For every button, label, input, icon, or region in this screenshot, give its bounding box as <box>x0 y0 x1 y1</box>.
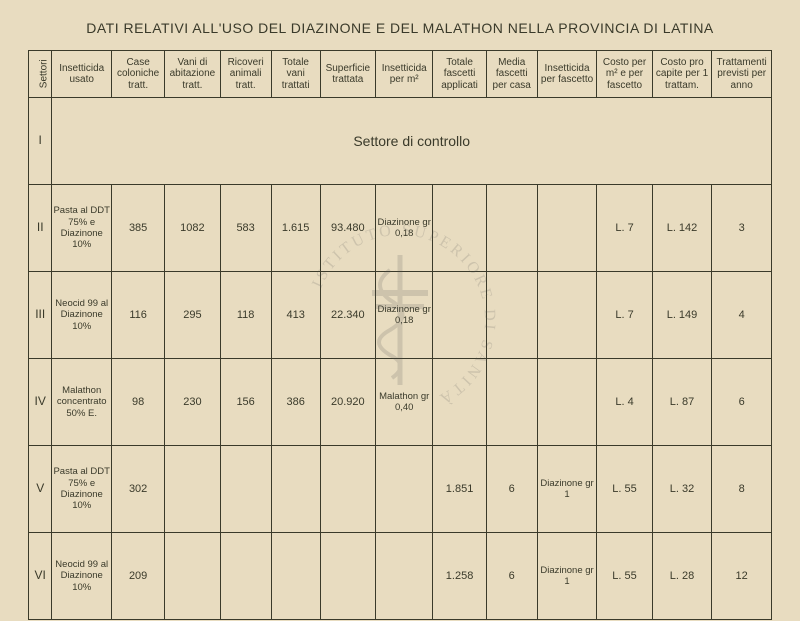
cell-vani <box>165 533 220 620</box>
col-insetticida: Insetticida usato <box>52 51 112 98</box>
cell-superficie <box>320 533 375 620</box>
col-ins-fascetto: Insetticida per fascetto <box>537 51 597 98</box>
cell-costo_m2: L. 7 <box>597 272 652 359</box>
cell-trattamenti: 4 <box>712 272 772 359</box>
cell-case: 116 <box>112 272 165 359</box>
cell-vani: 295 <box>165 272 220 359</box>
cell-insetticida: Neocid 99 al Diazinone 10% <box>52 272 112 359</box>
table-row: IIPasta al DDT 75% e Diazinone 10%385108… <box>29 185 772 272</box>
cell-insetticida: Pasta al DDT 75% e Diazinone 10% <box>52 185 112 272</box>
cell-media_fascetti <box>486 185 537 272</box>
cell-sector: I <box>29 98 52 185</box>
col-settori: Settori <box>29 51 52 98</box>
cell-tot_fascetti <box>433 185 486 272</box>
cell-insetticida: Neocid 99 al Diazinone 10% <box>52 533 112 620</box>
cell-case: 385 <box>112 185 165 272</box>
page-title: DATI RELATIVI ALL'USO DEL DIAZINONE E DE… <box>28 20 772 36</box>
cell-ins_fascetto <box>537 185 597 272</box>
cell-tot_fascetti <box>433 272 486 359</box>
cell-totale_vani <box>271 446 320 533</box>
table-row: VINeocid 99 al Diazinone 10%209 1.2586Dia… <box>29 533 772 620</box>
cell-media_fascetti: 6 <box>486 533 537 620</box>
col-ins-m2: Insetticida per m² <box>375 51 432 98</box>
cell-costo_capite: L. 149 <box>652 272 712 359</box>
cell-ricoveri: 583 <box>220 185 271 272</box>
col-ricoveri: Ricoveri animali tratt. <box>220 51 271 98</box>
table-row: ISettore di controllo <box>29 98 772 185</box>
cell-ins_m2: Diazinone gr 0,18 <box>375 272 432 359</box>
table-header-row: Settori Insetticida usato Case coloniche… <box>29 51 772 98</box>
table-row: IVMalathon concentrato 50% E.98230156386… <box>29 359 772 446</box>
col-costo-capite: Costo pro capite per 1 trattam. <box>652 51 712 98</box>
cell-vani: 1082 <box>165 185 220 272</box>
cell-trattamenti: 3 <box>712 185 772 272</box>
cell-vani <box>165 446 220 533</box>
col-media-fascetti: Media fascetti per casa <box>486 51 537 98</box>
cell-media_fascetti <box>486 359 537 446</box>
data-table: Settori Insetticida usato Case coloniche… <box>28 50 772 620</box>
table-row: IIINeocid 99 al Diazinone 10%11629511841… <box>29 272 772 359</box>
cell-costo_m2: L. 4 <box>597 359 652 446</box>
cell-case: 98 <box>112 359 165 446</box>
cell-ins_fascetto: Diazinone gr 1 <box>537 533 597 620</box>
cell-ins_fascetto <box>537 359 597 446</box>
cell-ins_m2: Diazinone gr 0,18 <box>375 185 432 272</box>
cell-sector: V <box>29 446 52 533</box>
cell-media_fascetti <box>486 272 537 359</box>
cell-case: 209 <box>112 533 165 620</box>
col-costo-m2: Costo per m² e per fascetto <box>597 51 652 98</box>
cell-costo_capite: L. 32 <box>652 446 712 533</box>
cell-insetticida: Pasta al DDT 75% e Diazinone 10% <box>52 446 112 533</box>
col-tot-fascetti: Totale fascetti applicati <box>433 51 486 98</box>
cell-costo_m2: L. 55 <box>597 533 652 620</box>
cell-totale_vani <box>271 533 320 620</box>
cell-superficie: 22.340 <box>320 272 375 359</box>
cell-sector: II <box>29 185 52 272</box>
cell-superficie <box>320 446 375 533</box>
cell-tot_fascetti: 1.258 <box>433 533 486 620</box>
cell-sector: IV <box>29 359 52 446</box>
cell-ins_fascetto: Diazinone gr 1 <box>537 446 597 533</box>
cell-ins_m2: Malathon gr 0,40 <box>375 359 432 446</box>
table-row: VPasta al DDT 75% e Diazinone 10%302 1.85… <box>29 446 772 533</box>
cell-costo_capite: L. 87 <box>652 359 712 446</box>
cell-costo_m2: L. 7 <box>597 185 652 272</box>
cell-costo_capite: L. 142 <box>652 185 712 272</box>
cell-vani: 230 <box>165 359 220 446</box>
cell-sector: III <box>29 272 52 359</box>
col-vani: Vani di abitazione tratt. <box>165 51 220 98</box>
cell-ins_m2 <box>375 446 432 533</box>
cell-superficie: 93.480 <box>320 185 375 272</box>
cell-costo_capite: L. 28 <box>652 533 712 620</box>
document-page: DATI RELATIVI ALL'USO DEL DIAZINONE E DE… <box>0 0 800 621</box>
cell-control: Settore di controllo <box>52 98 772 185</box>
cell-totale_vani: 413 <box>271 272 320 359</box>
col-case: Case coloniche tratt. <box>112 51 165 98</box>
cell-superficie: 20.920 <box>320 359 375 446</box>
cell-trattamenti: 6 <box>712 359 772 446</box>
cell-ins_fascetto <box>537 272 597 359</box>
table-body: ISettore di controlloIIPasta al DDT 75% … <box>29 98 772 620</box>
cell-ins_m2 <box>375 533 432 620</box>
cell-media_fascetti: 6 <box>486 446 537 533</box>
cell-ricoveri <box>220 446 271 533</box>
cell-insetticida: Malathon concentrato 50% E. <box>52 359 112 446</box>
cell-sector: VI <box>29 533 52 620</box>
cell-ricoveri: 156 <box>220 359 271 446</box>
cell-costo_m2: L. 55 <box>597 446 652 533</box>
cell-tot_fascetti <box>433 359 486 446</box>
cell-trattamenti: 8 <box>712 446 772 533</box>
col-superficie: Superficie trattata <box>320 51 375 98</box>
cell-ricoveri <box>220 533 271 620</box>
cell-trattamenti: 12 <box>712 533 772 620</box>
cell-totale_vani: 1.615 <box>271 185 320 272</box>
col-totale-vani: Totale vani trattati <box>271 51 320 98</box>
cell-ricoveri: 118 <box>220 272 271 359</box>
cell-tot_fascetti: 1.851 <box>433 446 486 533</box>
cell-totale_vani: 386 <box>271 359 320 446</box>
cell-case: 302 <box>112 446 165 533</box>
col-trattamenti: Trattamenti previsti per anno <box>712 51 772 98</box>
